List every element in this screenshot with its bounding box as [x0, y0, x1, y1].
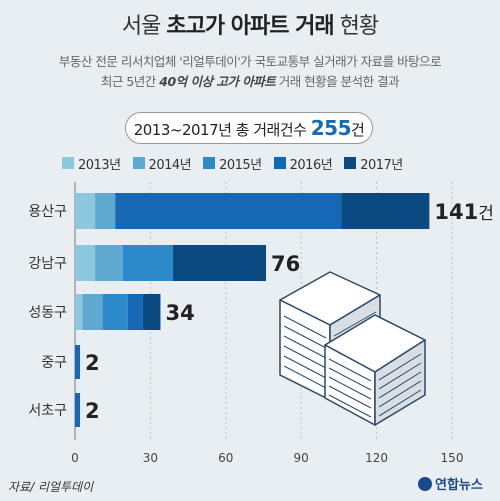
category-label: 중구 [41, 355, 67, 371]
bar-segment [341, 193, 430, 229]
total-value-number: 76 [271, 252, 300, 276]
title-part-2: 현황 [333, 14, 380, 39]
category-label: 서초구 [28, 403, 67, 419]
legend-item: 2017년 [344, 153, 403, 173]
total-value-number: 141 [434, 200, 478, 224]
total-value-label: 141건 [434, 200, 493, 224]
yonhap-logo-icon [418, 476, 432, 491]
legend-item: 2013년 [62, 153, 121, 173]
bar-segment [122, 245, 174, 281]
x-tick-label: 60 [218, 451, 233, 465]
total-value-number: 34 [165, 301, 194, 325]
bar-segment [173, 245, 267, 281]
total-value-number: 2 [85, 399, 100, 423]
legend-swatch [344, 157, 357, 169]
category-label: 용산구 [28, 204, 67, 220]
x-tick-label: 30 [143, 451, 158, 465]
yonhap-logo-text: 연합뉴스 [435, 478, 483, 493]
subtitle-line-2: 최근 5년간 40억 이상 고가 아파트 거래 현황을 분석한 결과 [0, 72, 500, 92]
bar-segment [95, 245, 123, 281]
chart-legend: 2013년 2014년 2015년 2016년 2017년 [62, 153, 482, 173]
total-count-pre: 2013~2017년 총 거래건수 [133, 121, 311, 139]
chart-title: 서울 초고가 아파트 거래 현황 [0, 8, 500, 40]
legend-item: 2014년 [132, 153, 192, 173]
legend-swatch [62, 157, 74, 169]
legend-swatch [273, 157, 286, 169]
x-tick-label: 150 [441, 451, 464, 465]
bar-segment [95, 193, 116, 229]
subtitle-line-2-pre: 최근 5년간 [100, 74, 160, 89]
legend-label: 2016년 [289, 157, 333, 173]
chart-subtitle: 부동산 전문 리서치업체 '리얼투데이'가 국토교통부 실거래가 자료를 바탕으… [0, 52, 500, 92]
bar-segment [115, 193, 342, 229]
bar-segment [127, 294, 143, 330]
title-bold: 초고가 아파트 거래 [166, 14, 334, 39]
legend-swatch [132, 157, 145, 169]
apartment-buildings-icon [279, 271, 426, 426]
total-value-label: 2 [85, 399, 100, 423]
legend-label: 2014년 [148, 157, 192, 173]
total-value-label: 76 [271, 252, 300, 276]
total-count-badge: 2013~2017년 총 거래건수 255건 [125, 112, 373, 144]
total-count-number: 255 [310, 116, 352, 140]
subtitle-line-2-bold: 40억 이상 고가 아파트 [159, 74, 276, 89]
total-value-number: 2 [85, 351, 100, 375]
legend-label: 2015년 [219, 157, 262, 173]
yonhap-logo: 연합뉴스 [418, 474, 483, 493]
bar-segment [75, 193, 96, 229]
bar-segment [75, 294, 83, 330]
legend-swatch [203, 157, 216, 169]
x-tick-label: 120 [365, 451, 388, 465]
bar-segment [75, 345, 81, 379]
subtitle-line-1: 부동산 전문 리서치업체 '리얼투데이'가 국토교통부 실거래가 자료를 바탕으… [58, 54, 442, 69]
bar-segment [102, 294, 128, 330]
x-tick-label: 0 [71, 451, 79, 465]
total-value-unit: 건 [478, 204, 494, 224]
legend-label: 2013년 [78, 157, 121, 173]
legend-item: 2016년 [273, 153, 333, 173]
category-label: 강남구 [28, 256, 67, 272]
x-tick-label: 90 [294, 451, 309, 465]
total-value-label: 34 [165, 301, 194, 325]
subtitle-line-2-post: 거래 현황을 분석한 결과 [275, 74, 400, 89]
source-note: 자료/ 리얼투데이 [8, 480, 94, 494]
legend-label: 2017년 [360, 157, 403, 173]
bar-segment [75, 245, 96, 281]
bar-segment [75, 393, 81, 427]
bar-segment [142, 294, 161, 330]
bar-segment [82, 294, 103, 330]
title-part-1: 서울 [121, 14, 167, 39]
total-count-unit: 건 [350, 121, 365, 139]
legend-item: 2015년 [203, 153, 262, 173]
category-label: 성동구 [28, 305, 67, 321]
total-value-label: 2 [85, 351, 100, 375]
